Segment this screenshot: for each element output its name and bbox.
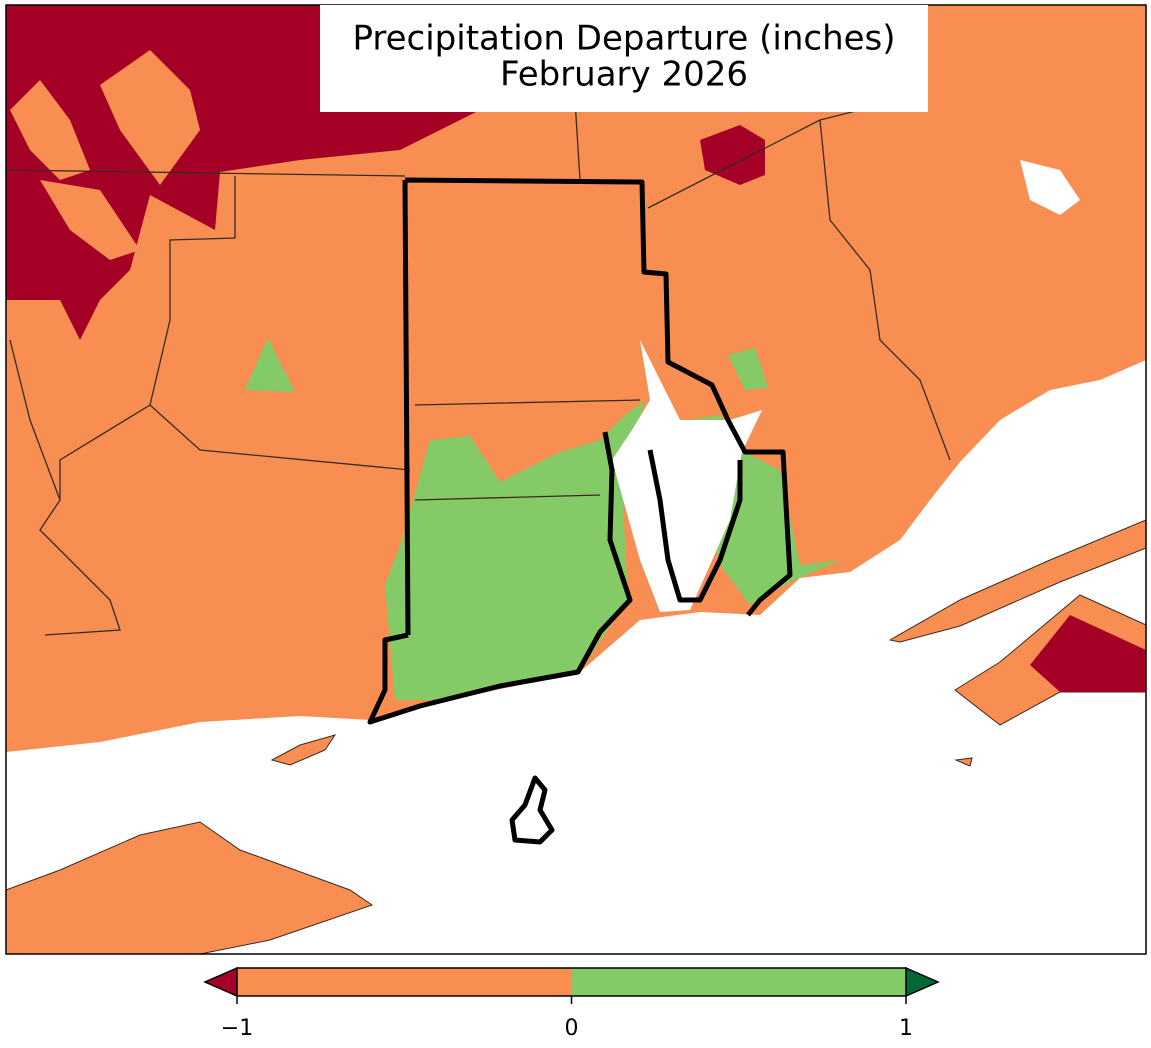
- dry-region: [1030, 615, 1146, 692]
- colorbar-tick-label: 1: [899, 1016, 913, 1041]
- colorbar-extend: [905, 966, 940, 998]
- colorbar-extend: [203, 966, 238, 998]
- colorbar-segment: [237, 968, 572, 996]
- title-box: [320, 5, 928, 112]
- map-land: [10, 50, 200, 260]
- wet-region: [245, 338, 840, 700]
- title-line: February 2026: [500, 55, 748, 95]
- colorbar-tick-label: −1: [221, 1016, 253, 1041]
- bay: [612, 160, 1080, 612]
- title-line: Precipitation Departure (inches): [352, 19, 895, 59]
- colorbar-tick-label: 0: [565, 1016, 579, 1041]
- colorbar-segment: [571, 968, 906, 996]
- map: [5, 4, 1147, 955]
- state-border: [367, 177, 793, 725]
- block-island: [509, 775, 555, 845]
- dry-region: [700, 125, 1146, 495]
- colorbar: −1 0 1: [203, 966, 940, 1041]
- ocean: [6, 360, 1146, 954]
